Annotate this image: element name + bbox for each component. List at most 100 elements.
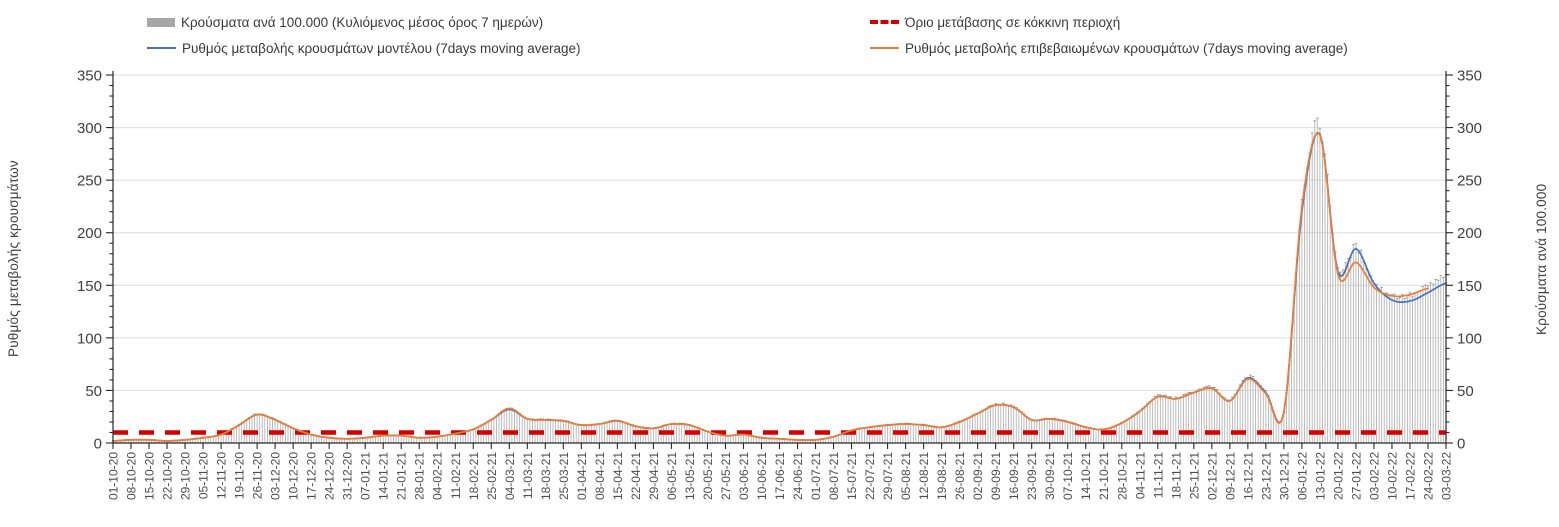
legend-label-red-threshold: Όριο μετάβασης σε κόκκινη περιοχή: [905, 14, 1121, 30]
x-tick-label: 21-10-21: [1097, 452, 1111, 500]
x-tick-label: 25-02-21: [485, 452, 499, 500]
x-tick-label: 17-12-20: [305, 452, 319, 500]
svg-text:0: 0: [94, 436, 102, 453]
x-tick-label: 18-11-21: [1169, 452, 1183, 499]
x-tick-label: 11-11-21: [1151, 452, 1165, 499]
x-tick-label: 27-01-22: [1349, 452, 1363, 500]
x-tick-label: 29-04-21: [647, 452, 661, 500]
x-tick-label: 18-02-21: [467, 452, 481, 500]
svg-text:250: 250: [77, 173, 102, 190]
svg-text:150: 150: [77, 278, 102, 295]
x-tick-label: 22-10-20: [161, 452, 175, 500]
x-tick-label: 09-09-21: [989, 452, 1003, 500]
x-tick-label: 04-11-21: [1133, 452, 1147, 499]
x-tick-label: 24-12-20: [323, 452, 337, 500]
x-tick-label: 30-09-21: [1043, 452, 1057, 500]
x-tick-label: 20-05-21: [701, 452, 715, 500]
legend-item-cases-bars: Κρούσματα ανά 100.000 (Κυλιόμενος μέσος …: [147, 13, 543, 31]
x-tick-label: 12-11-20: [215, 452, 229, 499]
x-tick-label: 26-08-21: [953, 452, 967, 500]
legend-label-model-rate: Ρυθμός μεταβολής κρουσμάτων μοντέλου (7d…: [182, 40, 581, 56]
x-tick-label: 05-11-20: [197, 452, 211, 499]
legend-item-model-rate: Ρυθμός μεταβολής κρουσμάτων μοντέλου (7d…: [147, 39, 581, 57]
x-tick-label: 10-02-22: [1385, 452, 1399, 500]
x-tick-label: 06-01-22: [1295, 452, 1309, 500]
svg-text:200: 200: [77, 225, 102, 242]
x-tick-label: 24-02-22: [1421, 452, 1435, 500]
x-tick-label: 02-12-21: [1205, 452, 1219, 500]
legend-label-cases-bars: Κρούσματα ανά 100.000 (Κυλιόμενος μέσος …: [181, 14, 544, 30]
x-tick-label: 07-01-21: [359, 452, 373, 500]
x-tick-label: 23-09-21: [1025, 452, 1039, 500]
svg-text:100: 100: [77, 330, 102, 347]
x-tick-label: 22-04-21: [629, 452, 643, 500]
x-tick-label: 13-01-22: [1313, 452, 1327, 500]
x-tick-label: 25-11-21: [1187, 452, 1201, 499]
bar-swatch-icon: [147, 17, 175, 27]
x-tick-label: 09-12-21: [1223, 452, 1237, 500]
x-tick-label: 05-08-21: [899, 452, 913, 500]
x-tick-label: 13-05-21: [683, 452, 697, 500]
blue-line-swatch-icon: [147, 46, 176, 50]
x-tick-label: 19-11-20: [233, 452, 247, 499]
x-tick-label: 12-08-21: [917, 452, 931, 500]
x-tick-label: 17-02-22: [1403, 452, 1417, 500]
x-tick-label: 25-03-21: [557, 452, 571, 500]
x-tick-label: 29-10-20: [179, 452, 193, 500]
x-tick-label: 15-10-20: [143, 452, 157, 500]
x-tick-label: 14-10-21: [1079, 452, 1093, 500]
legend-item-red-threshold: Όριο μετάβασης σε κόκκινη περιοχή: [870, 13, 1120, 31]
x-tick-label: 23-12-21: [1259, 452, 1273, 500]
svg-text:200: 200: [1457, 225, 1482, 242]
x-tick-label: 17-06-21: [773, 452, 787, 500]
x-tick-label: 04-02-21: [431, 452, 445, 500]
x-tick-label: 15-07-21: [845, 452, 859, 500]
x-tick-label: 31-12-20: [341, 452, 355, 500]
x-tick-label: 30-12-21: [1277, 452, 1291, 500]
x-tick-label: 15-04-21: [611, 452, 625, 500]
svg-text:300: 300: [1457, 120, 1482, 137]
x-tick-label: 18-03-21: [539, 452, 553, 500]
legend-item-confirmed-rate: Ρυθμός μεταβολής επιβεβαιωμένων κρουσμάτ…: [870, 39, 1348, 57]
x-tick-label: 03-12-20: [269, 452, 283, 500]
x-tick-label: 29-07-21: [881, 452, 895, 500]
dashed-line-swatch-icon: [870, 20, 899, 24]
svg-text:300: 300: [77, 120, 102, 137]
x-tick-label: 24-06-21: [791, 452, 805, 500]
x-tick-label: 11-03-21: [521, 452, 535, 499]
x-tick-label: 14-01-21: [377, 452, 391, 500]
x-tick-label: 07-10-21: [1061, 452, 1075, 500]
x-tick-label: 03-03-22: [1440, 452, 1454, 500]
x-tick-label: 28-01-21: [413, 452, 427, 500]
x-tick-label: 10-06-21: [755, 452, 769, 500]
x-tick-label: 08-04-21: [593, 452, 607, 500]
svg-text:150: 150: [1457, 278, 1482, 295]
x-tick-label: 01-04-21: [575, 452, 589, 500]
x-tick-label: 11-02-21: [449, 452, 463, 499]
svg-text:350: 350: [77, 68, 102, 85]
svg-text:250: 250: [1457, 173, 1482, 190]
x-tick-label: 04-03-21: [503, 452, 517, 500]
svg-text:100: 100: [1457, 330, 1482, 347]
svg-text:50: 50: [85, 383, 102, 400]
x-tick-label: 01-10-20: [107, 452, 121, 500]
svg-text:50: 50: [1457, 383, 1474, 400]
x-tick-label: 21-01-21: [395, 452, 409, 500]
x-tick-label: 27-05-21: [719, 452, 733, 500]
x-tick-label: 10-12-20: [287, 452, 301, 500]
x-tick-label: 16-09-21: [1007, 452, 1021, 500]
x-tick-label: 02-09-21: [971, 452, 985, 500]
x-tick-label: 28-10-21: [1115, 452, 1129, 500]
svg-text:350: 350: [1457, 68, 1482, 85]
svg-text:0: 0: [1457, 436, 1465, 453]
x-tick-label: 22-07-21: [863, 452, 877, 500]
x-tick-label: 08-07-21: [827, 452, 841, 500]
x-tick-label: 01-07-21: [809, 452, 823, 500]
x-tick-label: 16-12-21: [1241, 452, 1255, 500]
x-tick-label: 26-11-20: [251, 452, 265, 499]
orange-line-swatch-icon: [870, 46, 899, 50]
legend-label-confirmed-rate: Ρυθμός μεταβολής επιβεβαιωμένων κρουσμάτ…: [905, 40, 1348, 56]
x-tick-label: 06-05-21: [665, 452, 679, 500]
